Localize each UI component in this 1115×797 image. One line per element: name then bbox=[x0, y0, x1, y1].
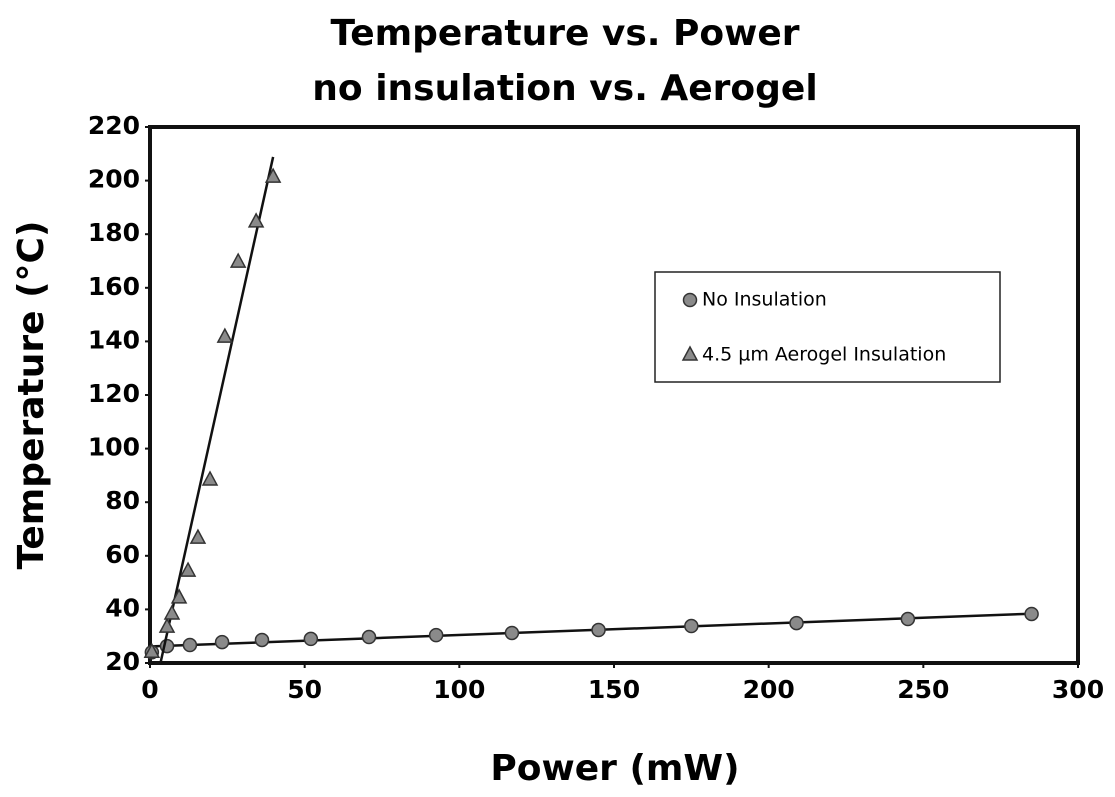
y-tick-label: 80 bbox=[105, 486, 140, 515]
x-tick-label: 100 bbox=[433, 675, 485, 704]
data-point bbox=[789, 615, 804, 631]
legend-box bbox=[654, 271, 1001, 383]
data-point bbox=[1024, 606, 1039, 622]
data-point bbox=[201, 470, 219, 486]
data-point bbox=[303, 631, 319, 647]
legend-label: 4.5 µm Aerogel Insulation bbox=[702, 344, 946, 366]
x-tick-label: 50 bbox=[287, 675, 322, 704]
y-tick-label: 200 bbox=[88, 165, 140, 194]
chart-subtitle: no insulation vs. Aerogel bbox=[312, 68, 817, 109]
legend-marker bbox=[681, 345, 699, 361]
data-point bbox=[163, 604, 181, 620]
data-point bbox=[254, 632, 270, 648]
legend-marker bbox=[682, 292, 698, 308]
data-point bbox=[591, 622, 606, 638]
data-point bbox=[170, 588, 188, 604]
x-tick-label: 200 bbox=[743, 675, 795, 704]
x-axis-label: Power (mW) bbox=[490, 748, 739, 789]
data-point bbox=[229, 252, 247, 268]
data-point bbox=[182, 637, 198, 653]
data-point bbox=[900, 611, 916, 627]
data-point bbox=[428, 627, 444, 643]
plot-frame bbox=[148, 125, 1080, 665]
y-tick-label: 60 bbox=[105, 540, 140, 569]
y-tick-label: 140 bbox=[88, 325, 140, 354]
x-tick-label: 0 bbox=[141, 675, 158, 704]
data-point bbox=[143, 642, 161, 659]
x-tick-label: 150 bbox=[588, 675, 640, 704]
x-tick-label: 250 bbox=[897, 675, 949, 704]
data-point bbox=[504, 625, 520, 641]
data-point bbox=[179, 561, 197, 577]
y-tick-label: 40 bbox=[105, 593, 140, 622]
data-point bbox=[361, 629, 377, 645]
chart-title: Temperature vs. Power bbox=[330, 13, 799, 54]
data-point bbox=[158, 617, 176, 633]
y-tick-label: 180 bbox=[88, 218, 140, 247]
y-tick-label: 160 bbox=[88, 272, 140, 301]
legend-label: No Insulation bbox=[702, 289, 827, 311]
data-point bbox=[684, 618, 699, 634]
y-axis-label: Temperature (°C) bbox=[11, 221, 52, 570]
data-point bbox=[214, 634, 230, 650]
data-point bbox=[247, 212, 265, 228]
y-tick-label: 100 bbox=[88, 433, 140, 462]
data-point bbox=[216, 327, 234, 343]
y-tick-label: 120 bbox=[88, 379, 140, 408]
x-tick-label: 300 bbox=[1052, 675, 1104, 704]
trendline bbox=[159, 156, 275, 664]
y-tick-label: 20 bbox=[105, 647, 140, 676]
y-tick-label: 220 bbox=[88, 111, 140, 140]
data-point bbox=[264, 167, 282, 183]
data-point bbox=[189, 528, 207, 544]
